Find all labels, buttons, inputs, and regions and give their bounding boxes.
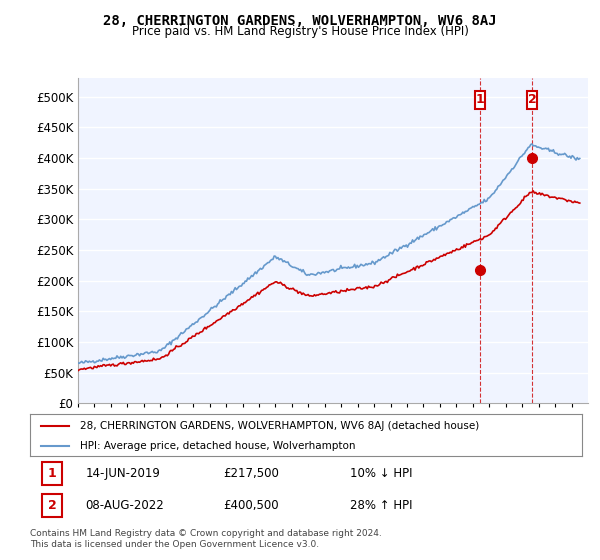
FancyBboxPatch shape bbox=[475, 91, 485, 109]
Text: 2: 2 bbox=[48, 499, 56, 512]
Text: £400,500: £400,500 bbox=[223, 499, 279, 512]
Text: 28, CHERRINGTON GARDENS, WOLVERHAMPTON, WV6 8AJ (detached house): 28, CHERRINGTON GARDENS, WOLVERHAMPTON, … bbox=[80, 421, 479, 431]
Text: 1: 1 bbox=[48, 467, 56, 480]
Text: £217,500: £217,500 bbox=[223, 467, 279, 480]
FancyBboxPatch shape bbox=[42, 494, 62, 517]
Text: Price paid vs. HM Land Registry's House Price Index (HPI): Price paid vs. HM Land Registry's House … bbox=[131, 25, 469, 38]
Text: 10% ↓ HPI: 10% ↓ HPI bbox=[350, 467, 413, 480]
Text: 1: 1 bbox=[476, 94, 485, 106]
Text: 2: 2 bbox=[527, 94, 536, 106]
Text: 08-AUG-2022: 08-AUG-2022 bbox=[85, 499, 164, 512]
Text: Contains HM Land Registry data © Crown copyright and database right 2024.
This d: Contains HM Land Registry data © Crown c… bbox=[30, 529, 382, 549]
FancyBboxPatch shape bbox=[42, 462, 62, 485]
FancyBboxPatch shape bbox=[527, 91, 537, 109]
Text: 14-JUN-2019: 14-JUN-2019 bbox=[85, 467, 160, 480]
Text: 28, CHERRINGTON GARDENS, WOLVERHAMPTON, WV6 8AJ: 28, CHERRINGTON GARDENS, WOLVERHAMPTON, … bbox=[103, 14, 497, 28]
Text: HPI: Average price, detached house, Wolverhampton: HPI: Average price, detached house, Wolv… bbox=[80, 441, 355, 451]
Text: 28% ↑ HPI: 28% ↑ HPI bbox=[350, 499, 413, 512]
